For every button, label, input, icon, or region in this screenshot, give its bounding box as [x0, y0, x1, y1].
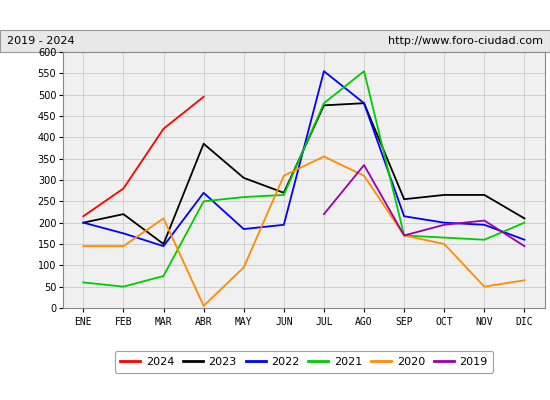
- 2020: [441, 242, 448, 246]
- 2019: [521, 244, 528, 248]
- 2022: [361, 101, 367, 106]
- 2020: [80, 244, 86, 248]
- 2019: [361, 163, 367, 168]
- 2023: [200, 141, 207, 146]
- 2020: [160, 216, 167, 221]
- Line: 2020: 2020: [83, 156, 525, 306]
- 2020: [521, 278, 528, 283]
- 2021: [120, 284, 127, 289]
- 2023: [481, 192, 488, 197]
- 2022: [80, 220, 86, 225]
- 2022: [521, 237, 528, 242]
- 2024: [120, 186, 127, 191]
- 2024: [200, 94, 207, 99]
- 2023: [280, 190, 287, 195]
- Line: 2024: 2024: [83, 97, 204, 216]
- 2021: [521, 220, 528, 225]
- 2020: [361, 173, 367, 178]
- 2022: [441, 220, 448, 225]
- 2020: [200, 304, 207, 308]
- Text: http://www.foro-ciudad.com: http://www.foro-ciudad.com: [388, 36, 543, 46]
- 2024: [80, 214, 86, 219]
- 2021: [441, 235, 448, 240]
- 2019: [481, 218, 488, 223]
- Text: 2019 - 2024: 2019 - 2024: [7, 36, 74, 46]
- 2023: [240, 176, 247, 180]
- 2021: [361, 69, 367, 74]
- 2024: [160, 126, 167, 131]
- Legend: 2024, 2023, 2022, 2021, 2020, 2019: 2024, 2023, 2022, 2021, 2020, 2019: [114, 351, 493, 372]
- 2022: [321, 69, 327, 74]
- 2020: [401, 233, 408, 238]
- 2022: [481, 222, 488, 227]
- 2020: [321, 154, 327, 159]
- 2021: [240, 195, 247, 200]
- 2023: [321, 103, 327, 108]
- 2021: [321, 101, 327, 106]
- 2022: [160, 244, 167, 248]
- 2021: [160, 274, 167, 278]
- 2020: [280, 173, 287, 178]
- 2023: [441, 192, 448, 197]
- 2022: [280, 222, 287, 227]
- 2022: [120, 231, 127, 236]
- 2022: [200, 190, 207, 195]
- 2023: [160, 242, 167, 246]
- Line: 2023: 2023: [83, 103, 525, 244]
- 2022: [401, 214, 408, 219]
- 2020: [120, 244, 127, 248]
- 2023: [521, 216, 528, 221]
- 2020: [481, 284, 488, 289]
- 2021: [401, 233, 408, 238]
- 2019: [441, 222, 448, 227]
- 2022: [240, 227, 247, 232]
- Line: 2022: 2022: [83, 71, 525, 246]
- 2023: [120, 212, 127, 216]
- 2021: [200, 199, 207, 204]
- 2021: [80, 280, 86, 285]
- Line: 2019: 2019: [324, 165, 525, 246]
- 2020: [240, 265, 247, 270]
- 2023: [361, 101, 367, 106]
- Text: Evolucion Nº Turistas Nacionales en el municipio de Cortes de Pallás: Evolucion Nº Turistas Nacionales en el m…: [18, 8, 532, 22]
- 2021: [280, 192, 287, 197]
- 2023: [80, 220, 86, 225]
- 2019: [401, 233, 408, 238]
- 2019: [321, 212, 327, 216]
- 2023: [401, 197, 408, 202]
- Line: 2021: 2021: [83, 71, 525, 287]
- 2021: [481, 237, 488, 242]
